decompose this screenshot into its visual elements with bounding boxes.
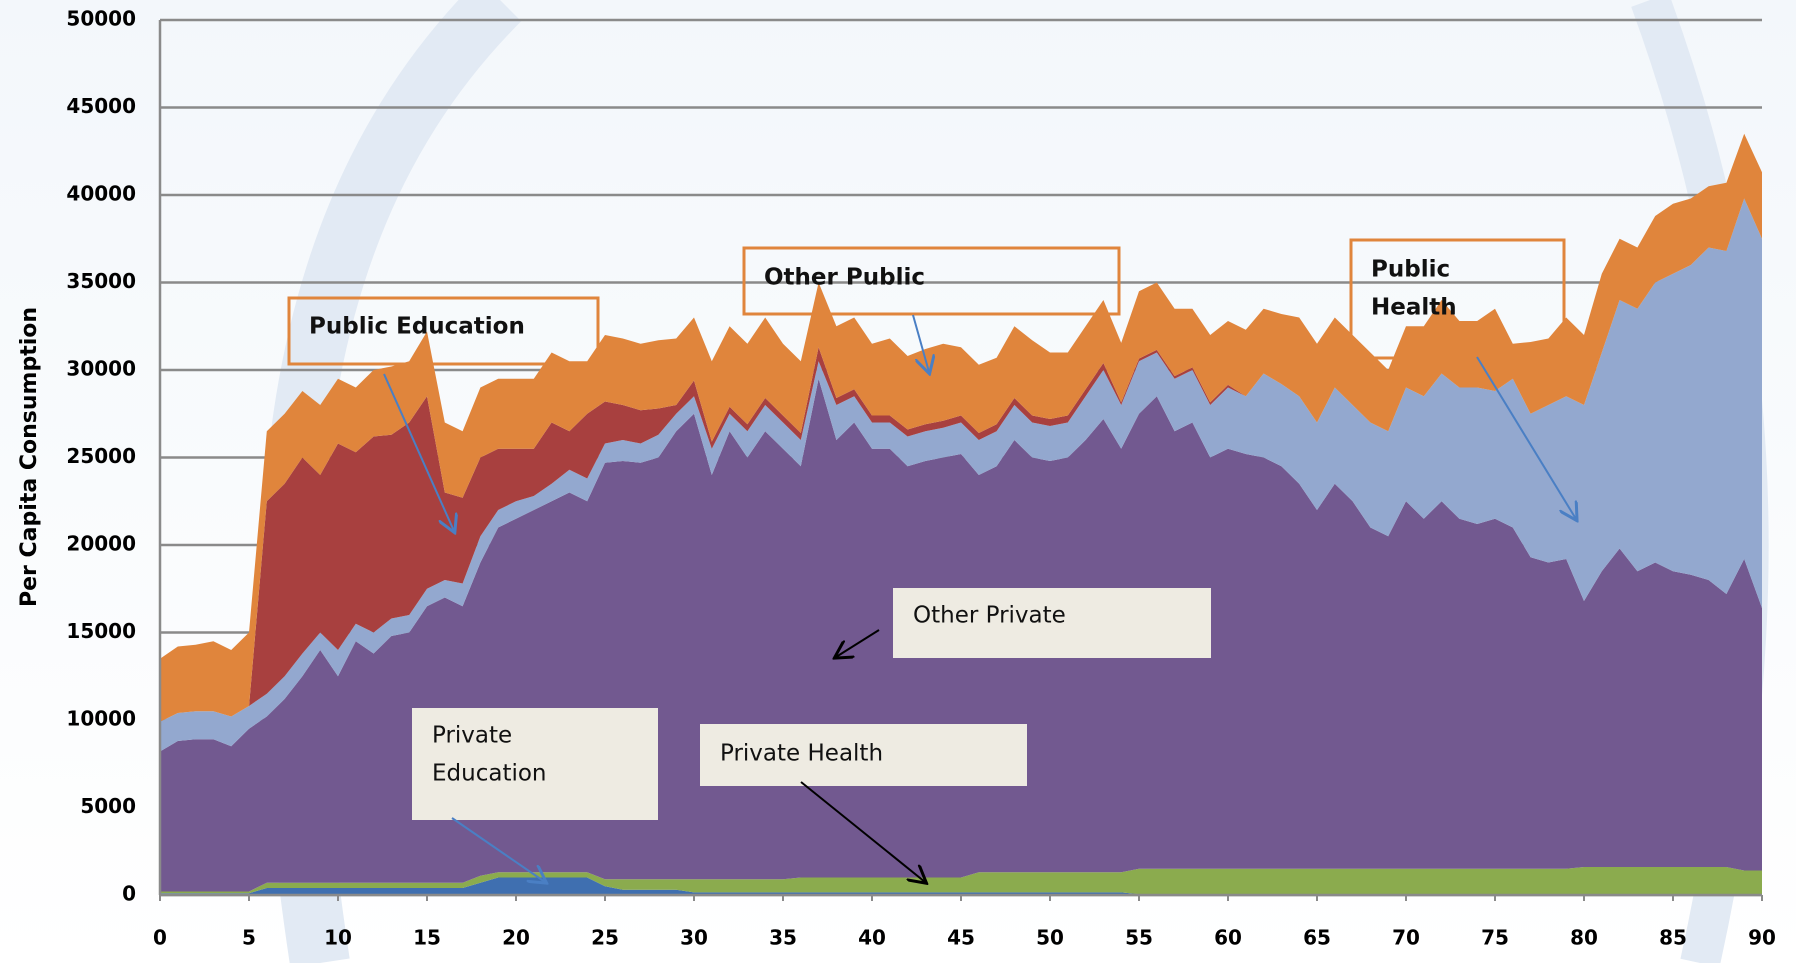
x-tick-label: 60 (1214, 926, 1242, 950)
annotation-text: Other Public (764, 265, 925, 291)
y-axis-label: Per Capita Consumption (17, 307, 42, 607)
x-tick-label: 0 (153, 926, 167, 950)
arrow (383, 373, 454, 531)
y-tick-label: 30000 (66, 357, 136, 381)
x-tick-label: 90 (1748, 926, 1776, 950)
y-tick-label: 50000 (66, 7, 136, 31)
x-tick-label: 80 (1570, 926, 1598, 950)
x-tick-label: 65 (1303, 926, 1331, 950)
y-tick-label: 15000 (66, 619, 136, 643)
y-tick-label: 35000 (66, 269, 136, 293)
y-tick-label: 40000 (66, 182, 136, 206)
y-tick-label: 10000 (66, 707, 136, 731)
annotation-text: Health (1371, 295, 1457, 321)
y-tick-label: 45000 (66, 94, 136, 118)
arrows (383, 314, 1576, 882)
y-tick-label: 20000 (66, 532, 136, 556)
y-tick-label: 25000 (66, 444, 136, 468)
y-tick-label: 5000 (80, 794, 136, 818)
annotation-text: Public (1371, 257, 1450, 283)
annotation-box (700, 724, 1027, 786)
x-tick-label: 20 (502, 926, 530, 950)
x-tick-label: 10 (324, 926, 352, 950)
area (160, 133, 1762, 722)
x-tick-label: 85 (1659, 926, 1687, 950)
annotation-text: Private (432, 723, 512, 749)
arrow (836, 629, 880, 657)
annotation-text: Public Education (309, 314, 525, 340)
annotation-box (1349, 238, 1566, 360)
annotation-box (412, 708, 658, 820)
x-tick-label: 15 (413, 926, 441, 950)
x-tick-label: 40 (858, 926, 886, 950)
x-tick-label: 35 (769, 926, 797, 950)
annotation-box (287, 296, 600, 366)
annotation-text: Education (432, 761, 547, 787)
x-tick-label: 45 (947, 926, 975, 950)
annotation-box (893, 588, 1211, 658)
x-tick-label: 70 (1392, 926, 1420, 950)
arrow (800, 781, 925, 882)
x-tick-label: 55 (1125, 926, 1153, 950)
area (160, 198, 1762, 722)
arrow (451, 817, 545, 882)
x-tick-label: 30 (680, 926, 708, 950)
arrow (912, 314, 929, 372)
annotation-text: Private Health (720, 741, 883, 767)
y-tick-label: 0 (122, 882, 136, 906)
x-tick-label: 25 (591, 926, 619, 950)
annotation-text: Other Private (913, 603, 1066, 629)
area (160, 867, 1762, 895)
x-tick-label: 5 (242, 926, 256, 950)
x-tick-label: 75 (1481, 926, 1509, 950)
annotation-box (742, 246, 1121, 316)
area (160, 198, 1762, 752)
x-tick-label: 50 (1036, 926, 1064, 950)
arrow (1476, 356, 1576, 519)
area (160, 877, 1762, 895)
